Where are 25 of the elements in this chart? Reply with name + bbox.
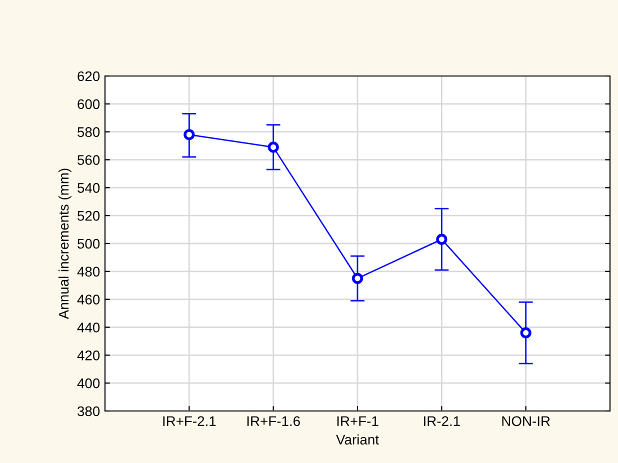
- y-tick-label: 500: [78, 238, 100, 249]
- y-tick-label: 620: [78, 71, 100, 82]
- point: [268, 142, 279, 153]
- y-axis-title: Annual increments (mm): [58, 168, 72, 320]
- y-tick-label: 440: [77, 322, 100, 332]
- x-tick-label: IR+F-1.6: [247, 416, 300, 426]
- point: [520, 327, 532, 338]
- point: [436, 234, 448, 245]
- y-tick-label: 580: [78, 127, 100, 138]
- y-tick-label: 520: [78, 210, 100, 221]
- x-tick-label: IR+F-1: [337, 416, 378, 426]
- y-tick-label: 420: [77, 350, 100, 360]
- x-tick-label: NON-IR: [502, 416, 550, 426]
- y-tick-label: 600: [78, 99, 100, 110]
- x-tick-label: IR-2.1: [424, 416, 460, 426]
- y-tick-label: 480: [77, 266, 100, 277]
- y-tick-label: 540: [78, 183, 100, 193]
- y-tick-label: 400: [77, 378, 100, 388]
- point: [352, 272, 364, 284]
- y-tick-label: 460: [77, 294, 100, 305]
- x-axis-title: Variant: [336, 434, 379, 445]
- y-tick-label: 380: [78, 406, 100, 416]
- point: [184, 129, 195, 140]
- x-tick-label: IR+F-2.1: [163, 416, 216, 426]
- y-tick-label: 560: [78, 155, 100, 165]
